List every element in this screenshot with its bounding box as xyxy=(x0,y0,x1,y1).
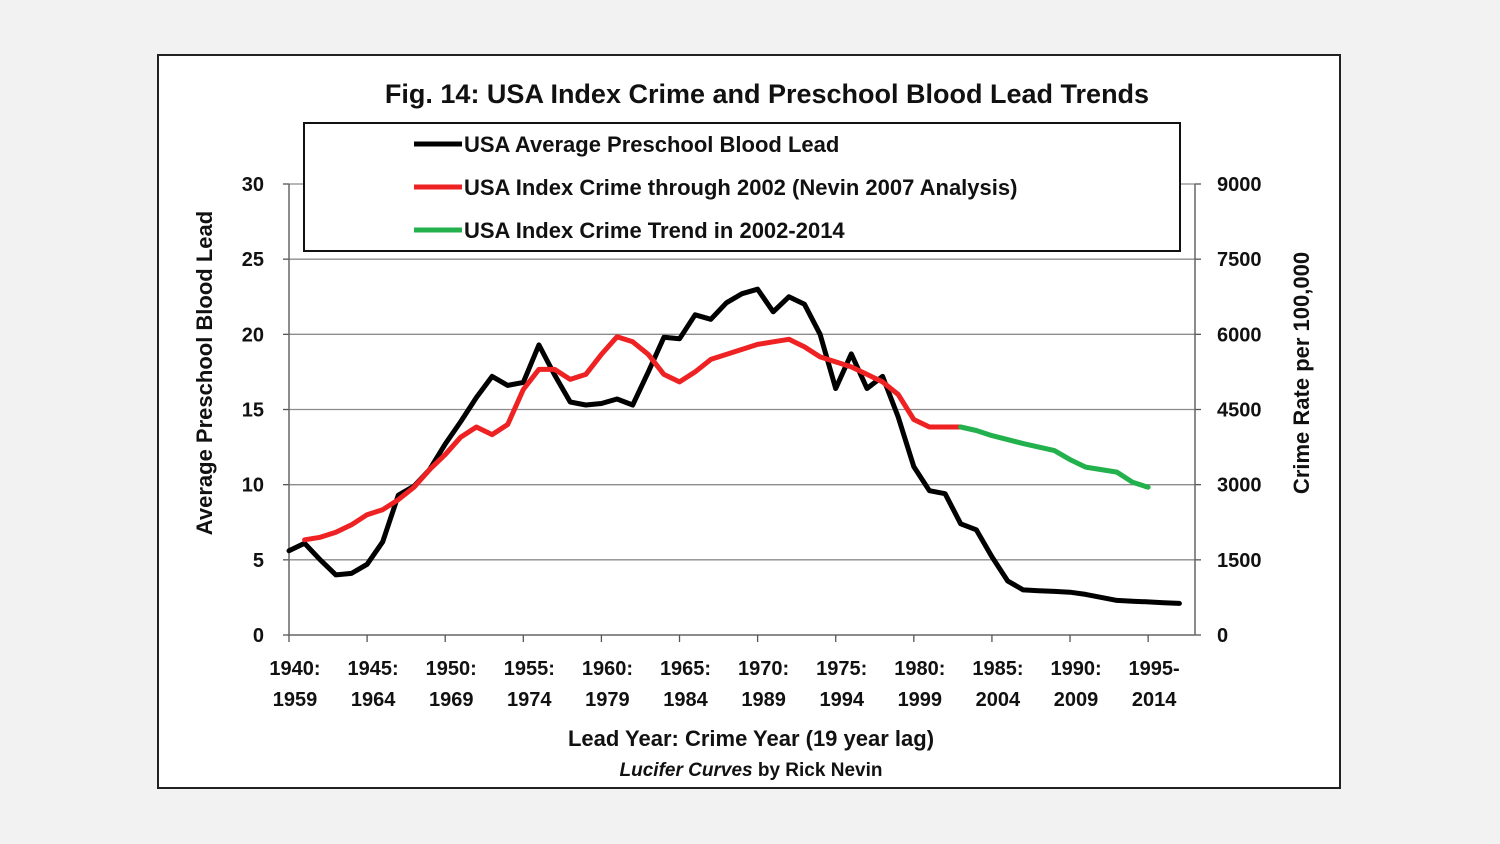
x-tick-label-line1: 1955: xyxy=(504,658,555,680)
blood-lead-line xyxy=(286,286,1182,606)
y-tick-left-label: 5 xyxy=(253,550,264,572)
y-axis-right-label: Crime Rate per 100,000 xyxy=(1289,252,1314,494)
x-tick-label-line2: 1984 xyxy=(663,689,708,711)
credit-line: Lucifer Curves by Rick Nevin xyxy=(620,760,883,781)
y-tick-right-label: 6000 xyxy=(1217,324,1262,346)
credit-rest: by Rick Nevin xyxy=(753,760,883,781)
legend-label-blood-lead: USA Average Preschool Blood Lead xyxy=(464,132,839,157)
x-tick-label-line1: 1950: xyxy=(426,658,477,680)
y-tick-right-label: 9000 xyxy=(1217,174,1262,196)
y-tick-left-label: 25 xyxy=(242,249,264,271)
x-tick-label-line1: 1975: xyxy=(816,658,867,680)
legend: USA Average Preschool Blood Lead USA Ind… xyxy=(303,122,1181,252)
x-tick-label-line2: 2004 xyxy=(976,689,1021,711)
y-tick-left-label: 30 xyxy=(242,174,264,196)
tick-labels: 0 0 5 1500 10 3000 15 4500 20 6000 25 7500 30 9000 194… xyxy=(242,174,1262,711)
chart-title: Fig. 14: USA Index Crime and Preschool B… xyxy=(385,79,1149,109)
y-axis-left-label: Average Preschool Blood Lead xyxy=(192,211,217,535)
x-tick-label-line2: 1979 xyxy=(585,689,630,711)
y-tick-right-label: 3000 xyxy=(1217,475,1262,497)
y-tick-right-label: 1500 xyxy=(1217,550,1262,572)
x-tick-label-line2: 1989 xyxy=(741,689,786,711)
y-tick-left-label: 0 xyxy=(253,625,264,647)
x-tick-label-line2: 1999 xyxy=(898,689,943,711)
y-tick-left-label: 15 xyxy=(242,400,264,422)
axes xyxy=(283,183,1201,642)
chart-svg: Fig. 14: USA Index Crime and Preschool B… xyxy=(192,79,1314,781)
x-tick-label-line1: 1940: xyxy=(269,658,320,680)
figure-frame: Fig. 14: USA Index Crime and Preschool B… xyxy=(157,54,1341,789)
series-lines xyxy=(286,286,1182,606)
x-tick-label-line1: 1985: xyxy=(972,658,1023,680)
x-tick-label-line2: 1964 xyxy=(351,689,396,711)
crime-trend-line xyxy=(958,424,1151,490)
credit-italic: Lucifer Curves xyxy=(620,760,753,781)
y-tick-left-label: 20 xyxy=(242,324,264,346)
legend-label-crime-trend: USA Index Crime Trend in 2002-2014 xyxy=(464,218,845,243)
x-tick-label-line1: 1970: xyxy=(738,658,789,680)
y-tick-right-label: 4500 xyxy=(1217,400,1262,422)
x-tick-label-line1: 1965: xyxy=(660,658,711,680)
y-tick-left-label: 10 xyxy=(242,475,264,497)
x-tick-label-line2: 1994 xyxy=(819,689,864,711)
x-tick-label-line2: 1969 xyxy=(429,689,474,711)
y-tick-right-label: 7500 xyxy=(1217,249,1262,271)
x-tick-label-line2: 1959 xyxy=(273,689,318,711)
x-tick-label-line1: 1945: xyxy=(348,658,399,680)
x-axis-label: Lead Year: Crime Year (19 year lag) xyxy=(568,726,934,751)
x-tick-label-line2: 2014 xyxy=(1132,689,1177,711)
index-crime-line xyxy=(302,334,964,543)
legend-label-index-crime: USA Index Crime through 2002 (Nevin 2007… xyxy=(464,175,1017,200)
y-tick-right-label: 0 xyxy=(1217,625,1228,647)
x-tick-label-line2: 1974 xyxy=(507,689,552,711)
x-tick-label-line2: 2009 xyxy=(1054,689,1099,711)
x-tick-label-line1: 1960: xyxy=(582,658,633,680)
x-tick-label-line1: 1980: xyxy=(894,658,945,680)
x-tick-label-line1: 1990: xyxy=(1050,658,1101,680)
x-tick-label-line1: 1995- xyxy=(1129,658,1180,680)
